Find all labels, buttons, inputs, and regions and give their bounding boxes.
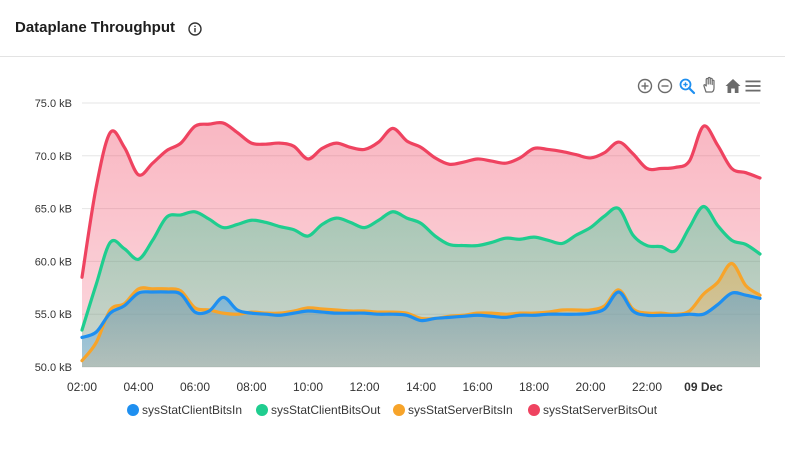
legend-marker[interactable] [528, 404, 540, 416]
y-tick-label: 55.0 kB [35, 309, 72, 321]
line-sysStatServerBitsOut [80, 120, 762, 279]
x-tick-label: 10:00 [293, 380, 323, 394]
legend-label[interactable]: sysStatServerBitsOut [543, 403, 658, 417]
home-icon[interactable] [724, 77, 742, 95]
legend: sysStatClientBitsIn sysStatClientBitsOut s… [127, 403, 658, 417]
x-tick-label: 18:00 [519, 380, 549, 394]
panel-header: Dataplane Throughput [0, 0, 785, 57]
zoom-out-icon[interactable] [656, 77, 674, 95]
axis-labels: 50.0 kB 55.0 kB 60.0 kB 65.0 kB 70.0 kB 75.0 … [35, 98, 723, 394]
panel-title: Dataplane Throughput [15, 19, 175, 36]
menu-icon[interactable] [744, 77, 762, 95]
x-tick-label: 14:00 [406, 380, 436, 394]
info-icon[interactable] [188, 22, 202, 36]
y-tick-label: 75.0 kB [35, 98, 72, 110]
legend-marker[interactable] [393, 404, 405, 416]
y-tick-label: 70.0 kB [35, 151, 72, 163]
x-tick-label: 08:00 [236, 380, 266, 394]
area-sysStatClientBitsIn [82, 291, 760, 367]
pan-icon[interactable] [700, 76, 718, 94]
legend-marker[interactable] [256, 404, 268, 416]
legend-label[interactable]: sysStatClientBitsIn [142, 403, 242, 417]
y-tick-label: 50.0 kB [35, 362, 72, 374]
x-tick-label: 09 Dec [684, 380, 723, 394]
grid-lines [82, 102, 760, 368]
legend-label[interactable]: sysStatClientBitsOut [271, 403, 381, 417]
area-sysStatServerBitsIn [82, 263, 760, 367]
x-tick-label: 06:00 [180, 380, 210, 394]
x-tick-label: 12:00 [349, 380, 379, 394]
line-sysStatClientBitsIn [80, 290, 762, 340]
y-tick-label: 65.0 kB [35, 204, 72, 216]
x-tick-label: 02:00 [67, 380, 97, 394]
series-areas [82, 122, 760, 367]
line-sysStatClientBitsOut [80, 204, 762, 332]
line-sysStatServerBitsIn [80, 261, 762, 363]
series-lines [80, 120, 762, 363]
x-tick-label: 04:00 [123, 380, 153, 394]
area-sysStatServerBitsOut [82, 122, 760, 367]
x-tick-label: 22:00 [632, 380, 662, 394]
legend-marker[interactable] [127, 404, 139, 416]
x-tick-label: 16:00 [462, 380, 492, 394]
legend-label[interactable]: sysStatServerBitsIn [408, 403, 513, 417]
area-sysStatClientBitsOut [82, 206, 760, 367]
selection-zoom-icon[interactable] [678, 77, 696, 95]
x-tick-label: 20:00 [575, 380, 605, 394]
zoom-in-icon[interactable] [636, 77, 654, 95]
y-tick-label: 60.0 kB [35, 256, 72, 268]
